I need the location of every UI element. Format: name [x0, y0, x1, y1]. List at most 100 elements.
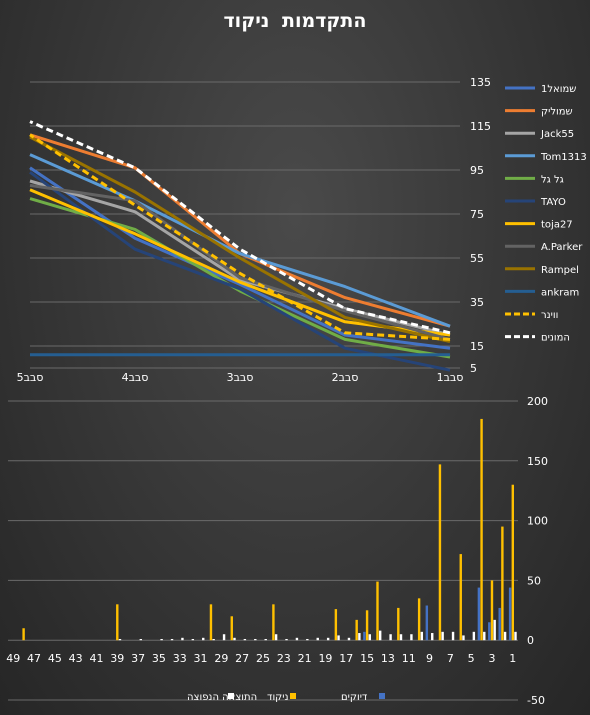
series-line	[29, 183, 451, 341]
x-tick-label: סבב2	[332, 371, 359, 384]
bar	[334, 609, 338, 641]
bar	[477, 587, 481, 641]
legend-label: A.Parker	[541, 242, 583, 253]
y-tick-label: 0	[527, 634, 534, 647]
x-tick-label: 17	[339, 652, 353, 665]
bar	[420, 631, 424, 641]
y-tick-label: 50	[527, 574, 541, 587]
legend-label: שמואל1	[541, 84, 576, 95]
bar	[170, 639, 174, 641]
bar	[417, 598, 421, 641]
x-tick-label: 23	[277, 652, 291, 665]
x-tick-label: סבב1	[437, 371, 464, 384]
bar	[116, 604, 119, 641]
x-tick-label: 19	[318, 652, 332, 665]
bar	[355, 619, 358, 641]
y-tick-label: 135	[470, 76, 491, 89]
bar	[337, 635, 340, 641]
bar	[498, 607, 501, 641]
y-tick-label: 35	[470, 296, 484, 309]
y-tick-label: 115	[470, 120, 491, 133]
bar	[295, 637, 299, 641]
bar	[511, 484, 514, 641]
series-line	[29, 135, 451, 344]
bar	[160, 639, 163, 641]
bar	[191, 639, 195, 641]
x-tick-label: 5	[468, 652, 475, 665]
bar	[212, 639, 215, 641]
bar	[399, 634, 403, 641]
x-tick-label: 11	[402, 652, 416, 665]
x-tick-label: 13	[381, 652, 395, 665]
legend-label: גל גל	[541, 174, 564, 185]
bar	[376, 581, 379, 641]
bar	[230, 616, 233, 641]
x-tick-label: 29	[214, 652, 228, 665]
x-tick-label: 7	[447, 652, 454, 665]
bar	[233, 637, 236, 641]
x-tick-label: 43	[69, 652, 83, 665]
legend-label: TAYO	[540, 197, 566, 208]
y-tick-label: 55	[470, 252, 484, 265]
line-chart: 5 15 35 55 75 95 115 135 סבב1 סבב2 סבב3 סבב4 סבב5 שמו…	[17, 76, 587, 384]
x-tick-label: סבב5	[17, 371, 44, 384]
legend-label: דיוקים	[341, 692, 368, 703]
legend-label: ווינר	[541, 310, 558, 321]
x-tick-label: 31	[194, 652, 208, 665]
bar	[488, 622, 491, 641]
bar	[480, 418, 483, 641]
bar	[181, 637, 184, 641]
x-tick-label: 37	[131, 652, 145, 665]
bar	[222, 634, 226, 641]
bar	[472, 631, 476, 641]
y-tick-label: 95	[470, 164, 484, 177]
bar	[272, 604, 275, 641]
x-tick-label: 35	[152, 652, 166, 665]
bar	[264, 639, 267, 641]
x-tick-label: 15	[360, 652, 374, 665]
bar	[459, 554, 462, 641]
series-line	[29, 153, 451, 328]
bar	[285, 639, 288, 641]
bar	[22, 628, 25, 641]
legend-swatch	[379, 693, 385, 699]
legend-label: Rampel	[541, 265, 579, 276]
bar	[501, 526, 504, 641]
chart-title: התקדמות ניקוד	[223, 10, 367, 32]
bar	[493, 619, 496, 641]
series-line	[29, 120, 451, 335]
y-tick-label: 200	[527, 395, 548, 408]
y-tick-label: 100	[527, 515, 548, 528]
x-tick-label: 1	[509, 652, 516, 665]
x-tick-label: 3	[488, 652, 495, 665]
bar	[451, 631, 455, 641]
x-tick-label: 41	[89, 652, 103, 665]
bar	[514, 631, 517, 641]
legend-label: התוצאה הנפוצה	[187, 692, 257, 703]
bar	[202, 637, 205, 641]
x-tick-label: 27	[235, 652, 249, 665]
bar	[490, 580, 494, 641]
legend-label: המונים	[541, 333, 570, 344]
bar	[389, 634, 392, 641]
bar	[326, 637, 330, 641]
x-tick-label: 39	[110, 652, 124, 665]
x-tick-label: 21	[298, 652, 312, 665]
legend-label: שמוליק	[541, 107, 573, 118]
legend-label: Jack55	[540, 129, 574, 140]
x-tick-label: 9	[426, 652, 433, 665]
bar	[347, 637, 351, 641]
bar	[365, 610, 369, 641]
y-tick-label: 150	[527, 455, 548, 468]
x-tick-label: 45	[48, 652, 62, 665]
bar	[243, 639, 247, 641]
legend-label: Tom1313	[540, 152, 587, 163]
y-tick-label: 5	[470, 362, 477, 375]
bar	[378, 630, 382, 641]
legend-label: toja27	[541, 220, 573, 231]
bar	[508, 587, 512, 641]
bar	[209, 604, 213, 641]
bar	[139, 639, 143, 641]
bar	[358, 633, 361, 641]
bar	[254, 639, 257, 641]
